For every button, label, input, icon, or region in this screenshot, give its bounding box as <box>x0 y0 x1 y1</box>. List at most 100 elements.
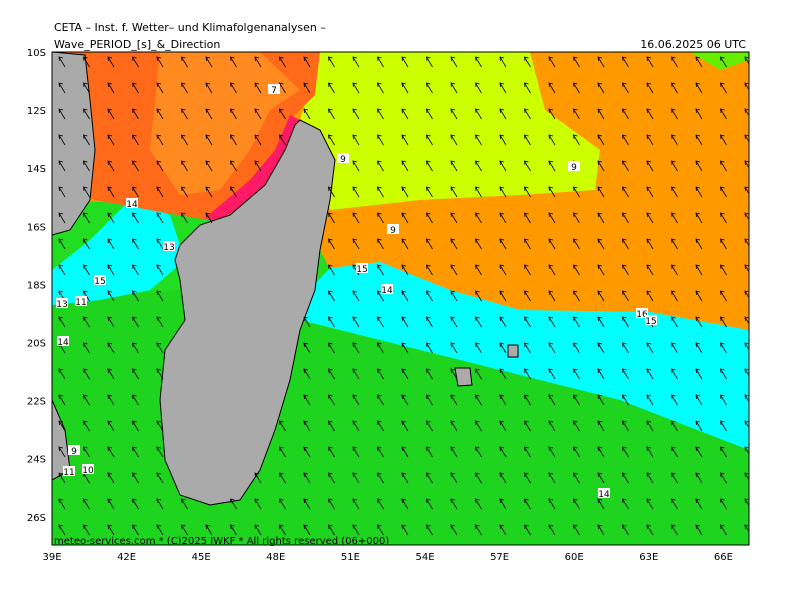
arrow <box>475 186 482 198</box>
arrow <box>646 368 654 380</box>
arrow <box>573 394 580 406</box>
arrow <box>695 56 703 68</box>
arrow <box>597 446 605 458</box>
arrow <box>83 394 90 406</box>
arrow <box>303 498 311 510</box>
arrow <box>450 524 458 536</box>
arrow <box>499 316 507 328</box>
arrow <box>377 316 384 328</box>
arrow <box>156 420 164 432</box>
arrow <box>597 56 605 68</box>
arrow <box>181 186 188 198</box>
arrow <box>646 290 654 302</box>
arrow <box>426 108 433 120</box>
arrow <box>450 446 458 458</box>
arrow <box>695 134 703 146</box>
lat-label: 16S <box>27 222 46 233</box>
field-magenta <box>205 115 300 222</box>
arrow <box>254 108 262 120</box>
arrow <box>524 316 531 328</box>
contour-label-bg <box>75 296 87 306</box>
arrow <box>475 134 482 146</box>
arrow <box>475 368 482 380</box>
lon-label: 48E <box>266 552 285 563</box>
arrow <box>352 134 360 146</box>
arrow <box>720 56 727 68</box>
arrow <box>303 108 311 120</box>
arrow <box>524 290 531 302</box>
arrow <box>671 56 678 68</box>
arrow <box>352 82 360 94</box>
arrow <box>695 446 703 458</box>
arrow <box>107 394 115 406</box>
arrow <box>646 134 654 146</box>
arrow <box>597 212 605 224</box>
arrow <box>450 316 458 328</box>
arrow <box>573 56 580 68</box>
arrow <box>132 498 139 510</box>
arrow <box>499 472 507 484</box>
arrow <box>426 524 433 536</box>
arrow <box>720 394 727 406</box>
arrow <box>475 108 482 120</box>
arrow <box>597 342 605 354</box>
arrow <box>524 498 531 510</box>
arrow <box>107 108 115 120</box>
arrow <box>671 238 678 250</box>
field-cyan-west <box>52 200 185 305</box>
arrow <box>328 342 335 354</box>
arrow <box>646 472 654 484</box>
arrow <box>475 394 482 406</box>
arrow <box>499 446 507 458</box>
contour-label: 14 <box>598 490 610 500</box>
arrow <box>132 264 139 276</box>
arrow <box>58 316 66 328</box>
arrow <box>83 368 90 380</box>
arrow <box>622 264 629 276</box>
arrow <box>107 82 115 94</box>
arrow <box>646 420 654 432</box>
arrow <box>622 368 629 380</box>
arrow <box>279 524 286 536</box>
contour-label-bg <box>68 445 80 455</box>
contour-label: 11 <box>63 468 74 478</box>
header-title: CETA – Inst. f. Wetter– und Klimafolgena… <box>54 21 326 34</box>
arrow <box>401 56 409 68</box>
arrow <box>499 264 507 276</box>
arrow <box>58 264 66 276</box>
arrow <box>524 82 531 94</box>
arrow <box>107 56 115 68</box>
arrow <box>695 212 703 224</box>
arrow <box>499 238 507 250</box>
arrow <box>450 108 458 120</box>
arrow <box>744 56 749 65</box>
contour-label-bg <box>82 464 94 474</box>
arrow <box>401 316 409 328</box>
africa-north <box>52 52 96 236</box>
map-title: Wave_PERIOD_[s]_&_Direction <box>54 38 220 51</box>
madagascar <box>159 119 336 506</box>
arrow <box>107 238 115 250</box>
lon-label: 57E <box>490 552 509 563</box>
arrow <box>254 524 262 536</box>
arrow <box>132 290 139 302</box>
arrow <box>58 472 66 484</box>
arrow <box>622 498 629 510</box>
arrow <box>646 446 654 458</box>
arrow <box>377 82 384 94</box>
arrow <box>328 108 335 120</box>
arrow <box>499 56 507 68</box>
contour-label-bg <box>636 308 648 318</box>
arrow <box>720 186 727 198</box>
arrow <box>622 290 629 302</box>
arrow <box>671 498 678 510</box>
arrow <box>744 472 749 481</box>
arrow <box>303 420 311 432</box>
arrow <box>377 368 384 380</box>
timestamp: 16.06.2025 06 UTC <box>640 38 746 51</box>
arrow <box>377 56 384 68</box>
arrow <box>450 472 458 484</box>
arrow <box>352 212 360 224</box>
arrow <box>450 342 458 354</box>
arrow <box>132 316 139 328</box>
